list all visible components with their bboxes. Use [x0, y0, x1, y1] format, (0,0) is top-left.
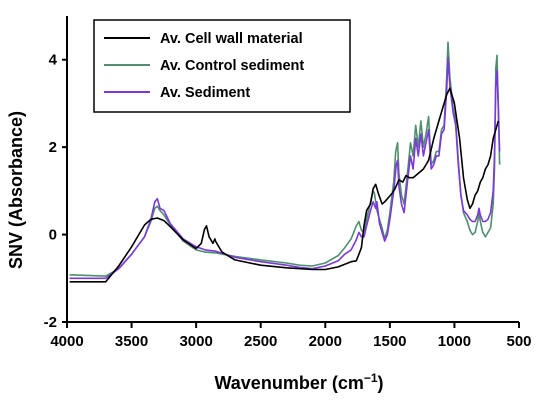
x-tick-label: 3500 — [115, 333, 148, 350]
x-axis-title-close: ) — [378, 373, 384, 393]
y-axis-title: SNV (Absorbance) — [6, 111, 26, 269]
x-tick-label: 4000 — [50, 333, 83, 350]
series-line-av-sediment — [69, 56, 501, 280]
y-tick-label: 2 — [49, 139, 57, 156]
x-axis-title-superscript: −1 — [364, 371, 378, 385]
x-tick-label: 3000 — [179, 333, 212, 350]
legend-label-sediment: Av. Sediment — [160, 85, 250, 101]
series-layer — [69, 41, 501, 283]
x-tick-label: 2500 — [244, 333, 277, 350]
series-line-av-control-sediment — [69, 41, 501, 277]
legend: Av. Cell wall material Av. Control sedim… — [93, 19, 351, 113]
x-tick-label: 1500 — [373, 333, 406, 350]
plot-frame — [66, 16, 519, 323]
x-axis-title: Wavenumber (cm−1) — [214, 371, 383, 393]
series-line-av-cell-wall-material — [69, 87, 500, 283]
x-tick-label: 500 — [506, 333, 531, 350]
y-ticks: -2 0 2 4 — [44, 52, 67, 331]
y-tick-label: 0 — [49, 227, 57, 244]
x-ticks: 4000 3500 3000 2500 2000 1500 1000 500 — [50, 322, 532, 350]
legend-label-control-sediment: Av. Control sediment — [160, 58, 304, 74]
x-axis-title-main: Wavenumber (cm — [214, 373, 363, 393]
y-tick-label: -2 — [44, 314, 57, 331]
x-tick-label: 1000 — [438, 333, 471, 350]
legend-label-cell-wall: Av. Cell wall material — [160, 31, 303, 47]
y-tick-label: 4 — [49, 52, 58, 69]
x-tick-label: 2000 — [309, 333, 342, 350]
